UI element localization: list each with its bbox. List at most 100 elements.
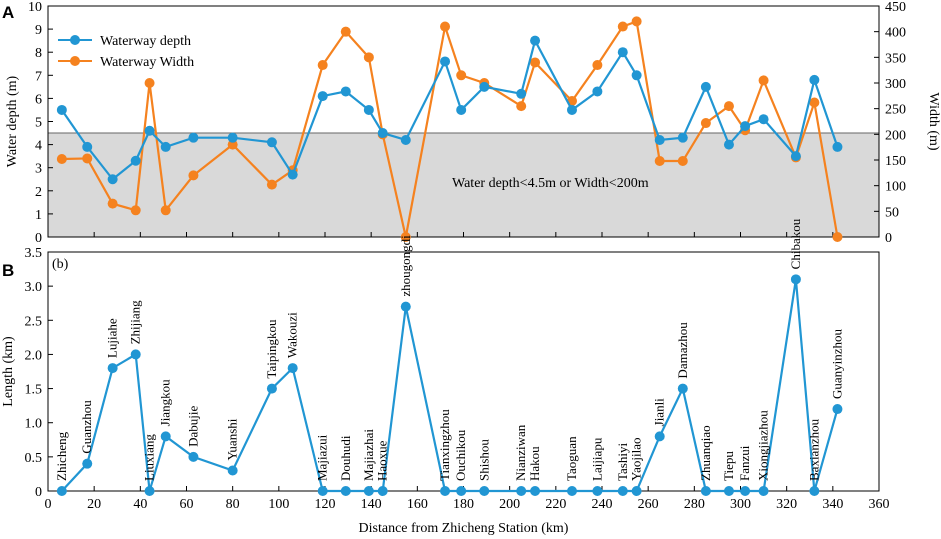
- depth-point: [617, 47, 628, 58]
- station-label: Tashiyi: [615, 443, 630, 481]
- depth-point: [479, 81, 490, 92]
- width-point: [700, 118, 711, 129]
- panel-b-y-tick-label: 3.0: [25, 280, 43, 295]
- depth-point: [340, 86, 351, 97]
- left-y-tick-label: 2: [35, 185, 42, 200]
- width-point: [530, 57, 541, 68]
- legend-depth-label: Waterway depth: [100, 34, 191, 49]
- depth-point: [592, 86, 603, 97]
- station-label: Tiepu: [721, 451, 736, 481]
- panel-b-y-tick-label: 1.5: [25, 383, 43, 398]
- length-point: [160, 431, 171, 442]
- length-point: [227, 465, 238, 476]
- panel-b-y-tick-label: 2.5: [25, 314, 43, 329]
- depth-point: [832, 141, 843, 152]
- width-point: [832, 232, 843, 242]
- length-point: [317, 486, 328, 496]
- length-point: [832, 404, 843, 415]
- length-point: [188, 451, 199, 462]
- left-axis-title: Water depth (m): [5, 75, 20, 167]
- x-tick-label: 140: [361, 497, 382, 512]
- width-point: [809, 97, 820, 108]
- width-point: [758, 75, 769, 86]
- x-tick-label: 100: [268, 497, 289, 512]
- x-tick-label: 80: [226, 497, 240, 512]
- station-label: Majiazui: [315, 434, 330, 481]
- station-label: Douhudi: [338, 435, 353, 481]
- left-y-tick-label: 0: [35, 231, 42, 246]
- depth-point: [723, 139, 734, 150]
- length-point: [631, 486, 642, 496]
- panel-b-y-tick-label: 1.0: [25, 417, 43, 432]
- depth-point: [631, 70, 642, 81]
- left-y-tick-label: 4: [35, 139, 42, 154]
- length-point: [530, 486, 541, 496]
- x-tick-label: 260: [638, 497, 659, 512]
- length-point: [566, 486, 577, 496]
- length-point: [723, 486, 734, 496]
- depth-point: [107, 174, 118, 185]
- station-label: Taipingkou: [264, 319, 279, 379]
- right-y-tick-label: 450: [885, 0, 906, 15]
- legend-width-label: Waterway Width: [100, 55, 194, 70]
- station-label: Taoguan: [564, 436, 579, 481]
- x-tick-label: 160: [407, 497, 428, 512]
- depth-point: [56, 104, 67, 115]
- width-point: [188, 170, 199, 181]
- station-label: Zhicheng: [54, 431, 69, 481]
- right-axis-title: Width (m): [926, 92, 941, 150]
- station-label: Wakouzi: [285, 312, 300, 358]
- station-label: Haoxue: [375, 440, 390, 481]
- length-point: [287, 363, 298, 374]
- depth-point: [363, 104, 374, 115]
- length-point: [758, 486, 769, 496]
- x-tick-label: 280: [684, 497, 705, 512]
- station-label: Dabujie: [185, 405, 200, 446]
- width-point: [340, 26, 351, 37]
- x-tick-label: 60: [180, 497, 194, 512]
- x-tick-label: 340: [822, 497, 843, 512]
- x-tick-label: 180: [453, 497, 474, 512]
- panel-a: A 01234567891005010015020025030035040045…: [2, 0, 941, 246]
- width-point: [654, 156, 665, 167]
- station-label: Liuxiang: [142, 434, 157, 481]
- x-tick-label: 360: [869, 497, 890, 512]
- length-point: [617, 486, 628, 496]
- x-tick-label: 300: [730, 497, 751, 512]
- depth-point: [317, 91, 328, 102]
- length-point: [82, 458, 93, 469]
- length-point: [790, 274, 801, 285]
- station-label: Laijiapu: [589, 437, 604, 481]
- length-point: [740, 486, 751, 496]
- station-label: Guanyinzhou: [829, 329, 844, 400]
- length-point: [144, 486, 155, 496]
- x-tick-label: 320: [776, 497, 797, 512]
- width-point: [440, 21, 451, 32]
- left-y-tick-label: 9: [35, 23, 42, 38]
- panel-b-y-tick-label: 3.5: [25, 246, 43, 261]
- right-y-tick-label: 250: [885, 103, 906, 118]
- depth-point: [400, 134, 411, 145]
- left-y-tick-label: 7: [35, 69, 42, 84]
- width-point: [516, 101, 527, 112]
- station-label: Baxianzhou: [806, 418, 821, 481]
- depth-point: [809, 74, 820, 85]
- left-y-tick-label: 1: [35, 208, 42, 223]
- legend-depth-marker: [70, 35, 80, 45]
- length-point: [440, 486, 451, 496]
- depth-point: [516, 88, 527, 99]
- length-point: [516, 486, 527, 496]
- x-tick-label: 20: [87, 497, 101, 512]
- panel-b-y-tick-label: 2.0: [25, 348, 43, 363]
- width-point: [592, 60, 603, 71]
- width-point: [266, 179, 277, 190]
- depth-point: [287, 169, 298, 180]
- width-point: [82, 153, 93, 164]
- right-y-tick-label: 0: [885, 231, 892, 246]
- depth-point: [188, 132, 199, 143]
- station-label: Jianli: [652, 398, 667, 427]
- length-point: [363, 486, 374, 496]
- x-tick-label: 220: [545, 497, 566, 512]
- width-point: [617, 21, 628, 32]
